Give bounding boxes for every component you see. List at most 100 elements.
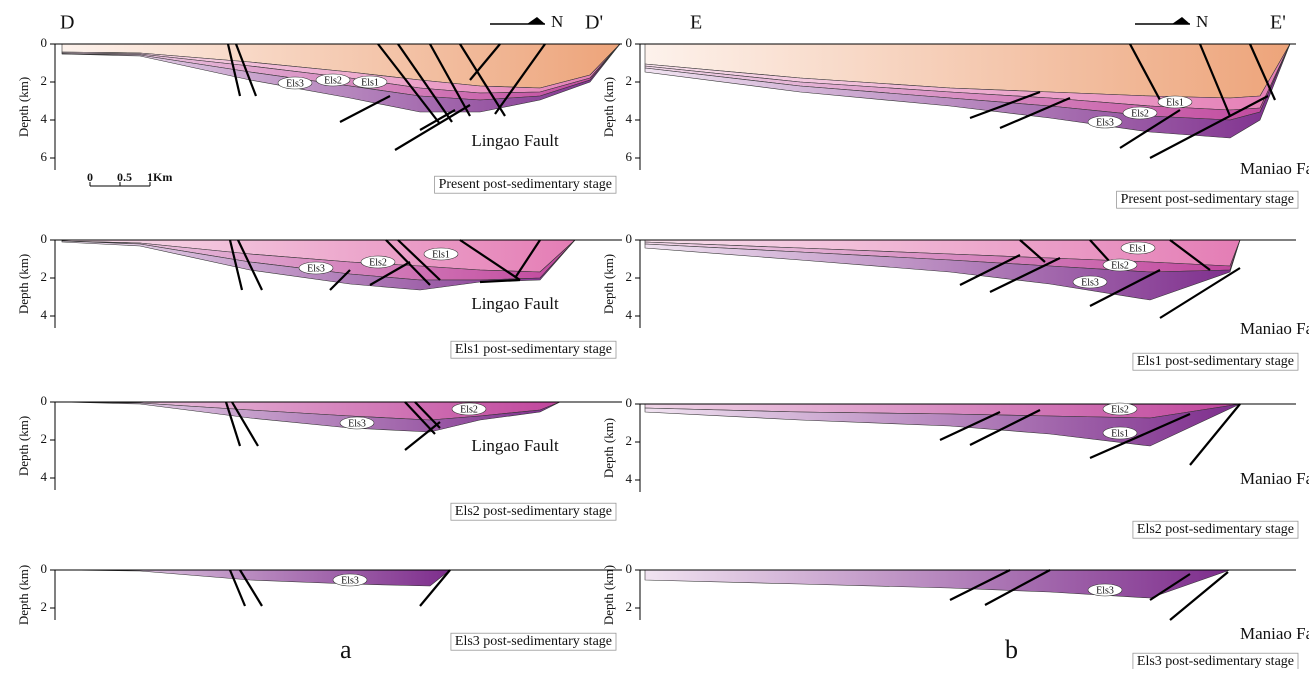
fault-line xyxy=(1119,109,1181,149)
fault-line xyxy=(397,43,453,123)
depth-tick-label: 0 xyxy=(626,35,633,50)
fault-line xyxy=(1189,403,1241,466)
section-panel: 0 2 Depth (km) Els3 Els3 post-sedimentary st… xyxy=(16,561,622,651)
fault-line xyxy=(228,569,247,607)
unit-tag xyxy=(315,73,351,87)
unit-tag xyxy=(1102,258,1138,272)
depth-tick-label: 4 xyxy=(41,469,48,484)
strata-layer xyxy=(644,569,1231,599)
unit-label: Els2 xyxy=(324,75,342,86)
section-label: b xyxy=(1005,635,1018,664)
fault-line xyxy=(969,90,1041,120)
depth-label: Depth (km) xyxy=(601,77,616,137)
depth-tick-label: 0 xyxy=(41,561,48,576)
stage-caption: Present post-sedimentary stage xyxy=(1121,192,1294,207)
fault-line xyxy=(479,278,521,284)
depth-tick-label: 2 xyxy=(626,269,633,284)
section-end: E' xyxy=(1270,12,1286,34)
unit-tag xyxy=(1122,106,1158,120)
depth-tick-label: 0 xyxy=(41,35,48,50)
fault-line xyxy=(1089,239,1111,263)
scale-label: 1Km xyxy=(147,170,172,184)
fault-line xyxy=(414,401,441,429)
unit-tag xyxy=(332,573,368,587)
unit-label: Els3 xyxy=(341,575,359,586)
fault-line xyxy=(419,109,456,131)
depth-tick-label: 2 xyxy=(41,269,48,284)
unit-label: Els2 xyxy=(369,257,387,268)
fault-line xyxy=(1089,412,1191,460)
fault-line xyxy=(984,569,1051,606)
stage-box xyxy=(450,340,617,359)
depth-tick-label: 0 xyxy=(626,561,633,576)
fault-line xyxy=(404,421,441,451)
depth-tick-label: 4 xyxy=(626,471,633,486)
fault-line xyxy=(514,239,541,279)
fault-name: Maniao Fault xyxy=(1240,319,1309,338)
depth-tick-label: 0 xyxy=(626,395,633,410)
section-panel: 0 2 4 Depth (km) Els3 Els2 Lingao Fault Els2 po… xyxy=(16,393,622,521)
fault-name: Lingao Fault xyxy=(471,294,559,313)
unit-label: Els1 xyxy=(1166,97,1184,108)
unit-label: Els3 xyxy=(1081,277,1099,288)
fault-line xyxy=(377,43,441,125)
stage-caption: Els3 post-sedimentary stage xyxy=(455,634,612,649)
unit-label: Els3 xyxy=(286,78,304,89)
strata-layer xyxy=(644,403,1241,447)
unit-label: Els3 xyxy=(1096,117,1114,128)
fault-line xyxy=(939,411,1001,441)
fault-name: Lingao Fault xyxy=(471,131,559,150)
depth-tick-label: 2 xyxy=(626,73,633,88)
unit-label: Els2 xyxy=(1111,404,1129,415)
section-panel: 0 2 4 6 Depth (km) Els3 Els2 Els1 Lingao Fault Pr… xyxy=(16,35,622,194)
strata-layer xyxy=(61,569,451,587)
section-end: D' xyxy=(585,12,603,34)
stage-box xyxy=(1116,190,1299,209)
north-label: N xyxy=(1196,12,1208,31)
unit-tag xyxy=(339,416,375,430)
fault-name: Maniao Fault xyxy=(1240,624,1309,643)
depth-tick-label: 0 xyxy=(626,231,633,246)
fault-line xyxy=(429,43,471,117)
stage-caption: Els3 post-sedimentary stage xyxy=(1137,654,1294,669)
scale-label: 0 xyxy=(87,170,93,184)
stage-caption: Els2 post-sedimentary stage xyxy=(455,504,612,519)
unit-label: Els1 xyxy=(432,249,450,260)
depth-tick-label: 2 xyxy=(41,73,48,88)
fault-line xyxy=(224,401,242,447)
unit-label: Els1 xyxy=(361,77,379,88)
fault-line xyxy=(1169,239,1211,271)
fault-line xyxy=(999,96,1071,130)
fault-line xyxy=(228,239,244,291)
depth-tick-label: 4 xyxy=(41,307,48,322)
fault-line xyxy=(329,269,351,291)
fault-line xyxy=(1129,43,1161,101)
stage-caption: Els2 post-sedimentary stage xyxy=(1137,522,1294,537)
fault-line xyxy=(237,239,263,291)
fault-line xyxy=(1089,269,1161,307)
depth-tick-label: 2 xyxy=(41,431,48,446)
unit-tag xyxy=(1120,241,1156,255)
section-label: a xyxy=(340,635,352,664)
depth-tick-label: 6 xyxy=(41,149,48,164)
depth-tick-label: 0 xyxy=(41,393,48,408)
fault-line xyxy=(339,95,391,123)
depth-label: Depth (km) xyxy=(16,77,31,137)
fault-line xyxy=(469,43,501,81)
fault-line xyxy=(989,257,1061,293)
unit-label: Els3 xyxy=(307,263,325,274)
unit-tag xyxy=(423,247,459,261)
depth-label: Depth (km) xyxy=(601,254,616,314)
unit-label: Els2 xyxy=(460,404,478,415)
fault-line xyxy=(1159,267,1241,319)
fault-name: Maniao Fault xyxy=(1240,159,1309,178)
unit-tag xyxy=(360,255,396,269)
fault-line xyxy=(459,239,521,281)
section-panel: 0 2 4 6 Depth (km) Els3 Els2 Els1 Maniao Fault Pr… xyxy=(601,35,1309,209)
stage-caption: Els1 post-sedimentary stage xyxy=(1137,354,1294,369)
unit-label: Els1 xyxy=(1111,428,1129,439)
unit-tag xyxy=(277,76,313,90)
depth-tick-label: 4 xyxy=(41,111,48,126)
depth-tick-label: 2 xyxy=(41,599,48,614)
